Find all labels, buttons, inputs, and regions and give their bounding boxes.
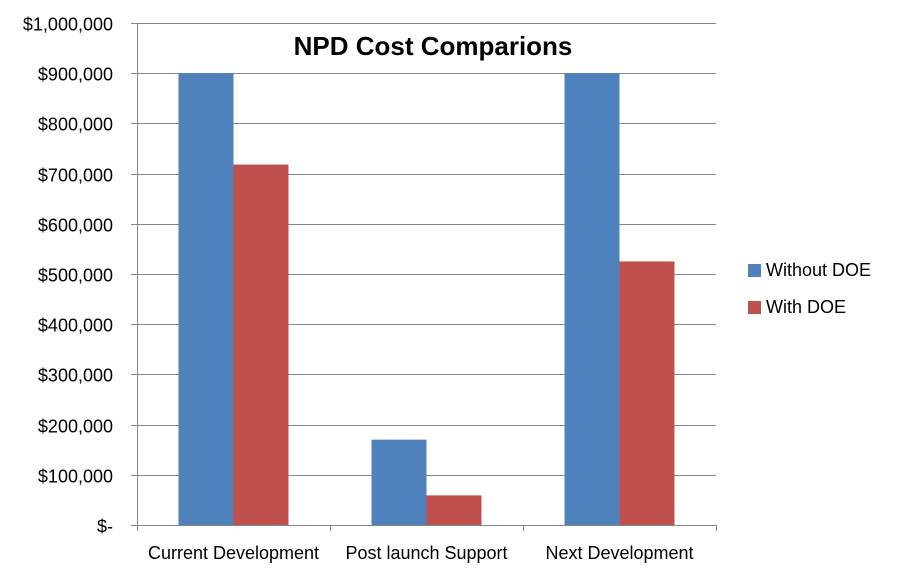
- x-tick-label: Next Development: [545, 543, 693, 563]
- bar: [178, 73, 234, 525]
- y-tick-label: $500,000: [38, 266, 113, 286]
- y-tick-label: $100,000: [38, 467, 113, 487]
- bar: [564, 73, 620, 525]
- legend-swatch: [748, 264, 761, 277]
- y-tick-label: $300,000: [38, 366, 113, 386]
- y-tick-label: $-: [97, 517, 113, 537]
- y-tick-label: $400,000: [38, 316, 113, 336]
- y-tick-label: $200,000: [38, 417, 113, 437]
- y-tick-labels: $- $100,000 $200,000 $300,000 $400,000 $500,0…: [23, 15, 113, 537]
- y-tick-label: $600,000: [38, 216, 113, 236]
- legend-swatch: [748, 301, 761, 314]
- legend-label: With DOE: [766, 297, 846, 317]
- legend: Without DOE With DOE: [748, 260, 871, 317]
- y-tick-label: $800,000: [38, 115, 113, 135]
- y-tick-label: $900,000: [38, 65, 113, 85]
- y-tick-label: $1,000,000: [23, 15, 113, 35]
- x-tick-labels: Current Development Post launch Support Ne…: [148, 543, 694, 563]
- bars: [178, 73, 675, 525]
- bar: [233, 164, 289, 525]
- axes: [131, 23, 717, 531]
- x-tick-label: Post launch Support: [345, 543, 507, 563]
- legend-label: Without DOE: [766, 260, 871, 280]
- bar: [371, 439, 427, 525]
- chart-title: NPD Cost Comparions: [294, 31, 573, 61]
- x-tick-label: Current Development: [148, 543, 319, 563]
- bar: [619, 261, 675, 525]
- y-tick-label: $700,000: [38, 166, 113, 186]
- bar: [426, 495, 482, 525]
